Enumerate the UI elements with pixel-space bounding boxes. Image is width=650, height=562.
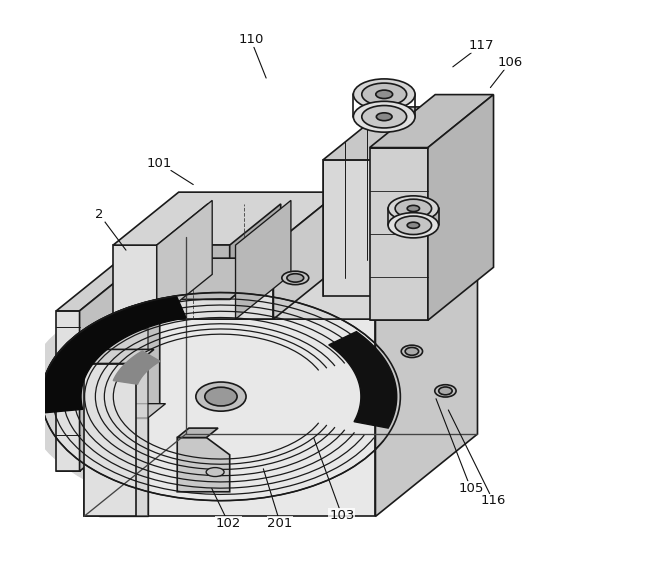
Polygon shape	[370, 148, 428, 320]
Ellipse shape	[401, 345, 423, 357]
Polygon shape	[177, 438, 229, 492]
Polygon shape	[84, 237, 478, 319]
Ellipse shape	[407, 222, 419, 228]
Ellipse shape	[388, 196, 439, 221]
Ellipse shape	[362, 83, 407, 106]
Polygon shape	[370, 94, 493, 148]
Polygon shape	[99, 404, 166, 418]
Polygon shape	[274, 192, 339, 319]
Ellipse shape	[376, 90, 393, 98]
Ellipse shape	[282, 271, 309, 284]
Polygon shape	[157, 258, 281, 300]
Text: 110: 110	[239, 33, 266, 78]
Polygon shape	[99, 329, 148, 516]
Ellipse shape	[354, 79, 415, 110]
Ellipse shape	[439, 387, 452, 395]
Text: 201: 201	[263, 469, 293, 529]
Ellipse shape	[395, 216, 432, 234]
Polygon shape	[157, 201, 212, 319]
Ellipse shape	[435, 385, 456, 397]
Ellipse shape	[395, 199, 432, 217]
Polygon shape	[113, 245, 274, 319]
Polygon shape	[428, 94, 493, 320]
Polygon shape	[84, 350, 154, 364]
Polygon shape	[113, 351, 160, 384]
Text: 101: 101	[147, 157, 193, 184]
Ellipse shape	[405, 347, 419, 355]
Polygon shape	[79, 246, 160, 471]
Polygon shape	[42, 296, 186, 413]
Polygon shape	[404, 107, 470, 296]
Text: 106: 106	[490, 56, 523, 88]
Text: 116: 116	[448, 410, 506, 507]
Polygon shape	[84, 364, 136, 516]
Ellipse shape	[388, 212, 439, 238]
Ellipse shape	[205, 387, 237, 406]
Polygon shape	[84, 319, 376, 516]
Polygon shape	[157, 245, 229, 300]
Ellipse shape	[376, 113, 392, 121]
Text: 105: 105	[436, 398, 484, 495]
Text: 2: 2	[96, 209, 126, 250]
Text: 117: 117	[453, 39, 493, 67]
Text: 103: 103	[314, 438, 354, 522]
Polygon shape	[57, 246, 160, 311]
Polygon shape	[177, 428, 218, 438]
Polygon shape	[323, 107, 470, 160]
Polygon shape	[329, 332, 396, 428]
Ellipse shape	[354, 101, 415, 132]
Polygon shape	[235, 201, 291, 319]
Polygon shape	[99, 418, 148, 516]
Ellipse shape	[407, 205, 419, 211]
Polygon shape	[113, 192, 339, 245]
Polygon shape	[323, 160, 404, 296]
Polygon shape	[57, 311, 79, 471]
Text: 102: 102	[212, 488, 241, 529]
Polygon shape	[24, 282, 361, 511]
Polygon shape	[157, 204, 208, 300]
Ellipse shape	[206, 468, 224, 477]
Polygon shape	[376, 237, 478, 516]
Ellipse shape	[287, 274, 304, 282]
Ellipse shape	[362, 106, 407, 128]
Ellipse shape	[196, 382, 246, 411]
Polygon shape	[229, 204, 281, 300]
